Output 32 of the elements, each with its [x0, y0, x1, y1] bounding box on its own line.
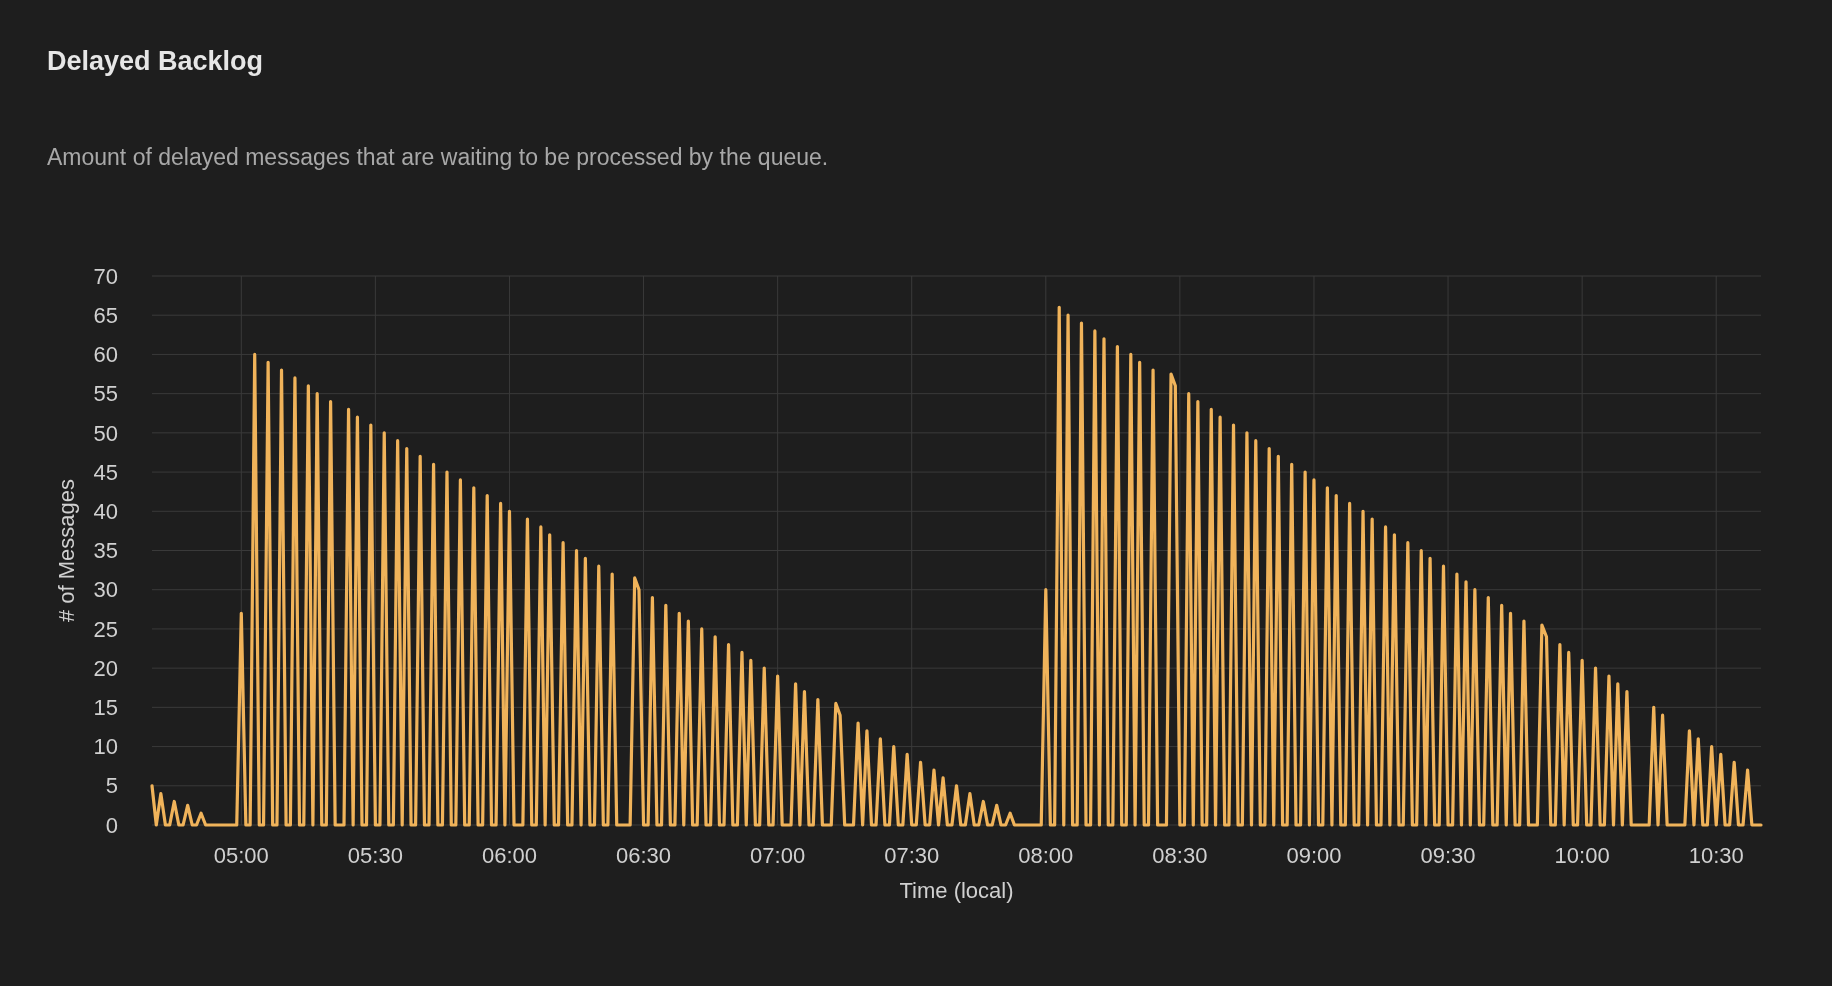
y-tick-label: 50 [93, 420, 118, 446]
y-tick-label: 20 [93, 655, 118, 681]
x-tick-label: 08:00 [1018, 843, 1074, 868]
x-tick-label: 08:30 [1152, 843, 1208, 868]
y-tick-label: 70 [93, 263, 118, 289]
y-tick-label: 25 [93, 616, 118, 642]
x-tick-label: 05:30 [347, 843, 403, 868]
y-tick-label: 45 [93, 459, 118, 485]
x-tick-label: 07:00 [750, 843, 806, 868]
x-tick-label: 07:30 [884, 843, 940, 868]
y-tick-label: 30 [93, 577, 118, 603]
y-tick-label: 55 [93, 381, 118, 407]
x-tick-label: 10:00 [1554, 843, 1610, 868]
chart-subtitle: Amount of delayed messages that are waiting to be processed by the queue. [47, 144, 829, 170]
line-series [150, 305, 1763, 827]
y-tick-label: 60 [93, 342, 118, 368]
y-tick-label: 40 [93, 498, 118, 524]
y-tick-label: 35 [93, 538, 118, 564]
x-tick-label: 09:00 [1286, 843, 1342, 868]
x-axis-title: Time (local) [899, 878, 1014, 903]
x-tick-label: 06:00 [481, 843, 537, 868]
y-tick-label: 0 [105, 812, 118, 838]
y-tick-label: 65 [93, 302, 118, 328]
y-tick-label: 15 [93, 695, 118, 721]
y-tick-label: 10 [93, 734, 118, 760]
x-tick-label: 05:00 [213, 843, 269, 868]
y-axis-title: # of Messages [54, 478, 79, 623]
x-tick-label: 09:30 [1420, 843, 1476, 868]
y-tick-label: 5 [105, 773, 118, 799]
x-tick-label: 10:30 [1688, 843, 1744, 868]
x-tick-label: 06:30 [616, 843, 672, 868]
chart-title: Delayed Backlog [47, 46, 264, 76]
